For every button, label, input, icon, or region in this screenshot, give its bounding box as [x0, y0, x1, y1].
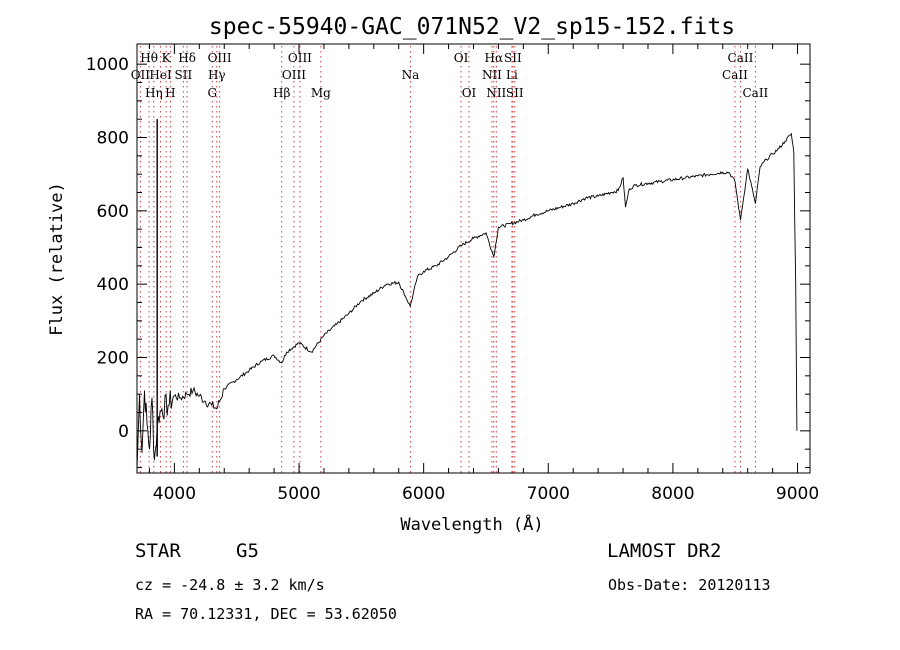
y-tick-label-0: 0 — [118, 422, 129, 442]
y-tick-label-4: 800 — [97, 129, 129, 149]
line-label-16: OI — [454, 51, 469, 65]
flux-line-0 — [136, 132, 798, 472]
x-tick-label-4: 8000 — [651, 484, 694, 504]
line-label-9: Hγ — [208, 68, 226, 82]
obs-date: Obs-Date: 20120113 — [608, 576, 771, 594]
line-label-20: NII — [486, 86, 506, 100]
line-label-24: CaII — [722, 68, 748, 82]
x-tick-label-3: 7000 — [527, 484, 570, 504]
subclass-label: G5 — [236, 540, 259, 562]
line-label-11: Hβ — [273, 86, 290, 100]
line-label-6: SII — [175, 68, 193, 82]
line-label-23: SII — [506, 86, 524, 100]
y-tick-label-1: 200 — [97, 349, 129, 369]
x-axis-label: Wavelength (Å) — [400, 513, 543, 535]
y-axis-ticks: 0 200 400 600 800 1000 — [86, 55, 810, 468]
y-tick-label-2: 400 — [97, 275, 129, 295]
line-label-4: K — [162, 51, 172, 65]
x-axis-ticks: 4000 5000 6000 7000 8000 9000 — [148, 44, 819, 504]
line-label-21: Li — [506, 68, 518, 82]
line-label-26: CaII — [742, 86, 768, 100]
line-label-3: HeI — [149, 68, 172, 82]
spectral-line-markers — [139, 46, 756, 473]
line-label-19: Hα — [485, 51, 504, 65]
y-axis-label: Flux (relative) — [47, 182, 67, 336]
line-label-8: G — [207, 86, 217, 100]
flux-series — [136, 119, 798, 472]
classification-label: STAR — [135, 540, 181, 562]
x-tick-label-2: 6000 — [402, 484, 445, 504]
line-label-0: OII — [131, 68, 151, 82]
line-label-2: Hη — [145, 86, 163, 100]
x-tick-label-1: 5000 — [277, 484, 320, 504]
line-label-22: SII — [504, 51, 522, 65]
x-tick-label-0: 4000 — [153, 484, 196, 504]
line-label-18: NII — [482, 68, 502, 82]
line-label-5: H — [165, 86, 175, 100]
x-tick-label-5: 9000 — [776, 484, 819, 504]
plot-frame — [136, 43, 811, 474]
line-label-1: Hθ — [140, 51, 158, 65]
coordinates: RA = 70.12331, DEC = 53.62050 — [135, 605, 397, 623]
line-label-17: OI — [462, 86, 477, 100]
line-label-12: OIII — [282, 68, 306, 82]
line-label-25: CaII — [728, 51, 754, 65]
line-label-15: Na — [402, 68, 420, 82]
y-tick-label-5: 1000 — [86, 55, 129, 75]
chart-title: spec-55940-GAC_071N52_V2_sp15-152.fits — [209, 14, 735, 40]
line-label-10: OIII — [208, 51, 232, 65]
line-label-14: Mg — [311, 86, 331, 100]
spectral-line-labels: OIIHθHηHeIKHSIIHδGHγOIIIHβOIIIOIIIMgNaOI… — [131, 51, 769, 100]
line-label-13: OIII — [288, 51, 312, 65]
cz-value: cz = -24.8 ± 3.2 km/s — [135, 576, 325, 594]
line-label-7: Hδ — [178, 51, 196, 65]
survey-label: LAMOST DR2 — [607, 540, 722, 562]
y-tick-label-3: 600 — [97, 202, 129, 222]
